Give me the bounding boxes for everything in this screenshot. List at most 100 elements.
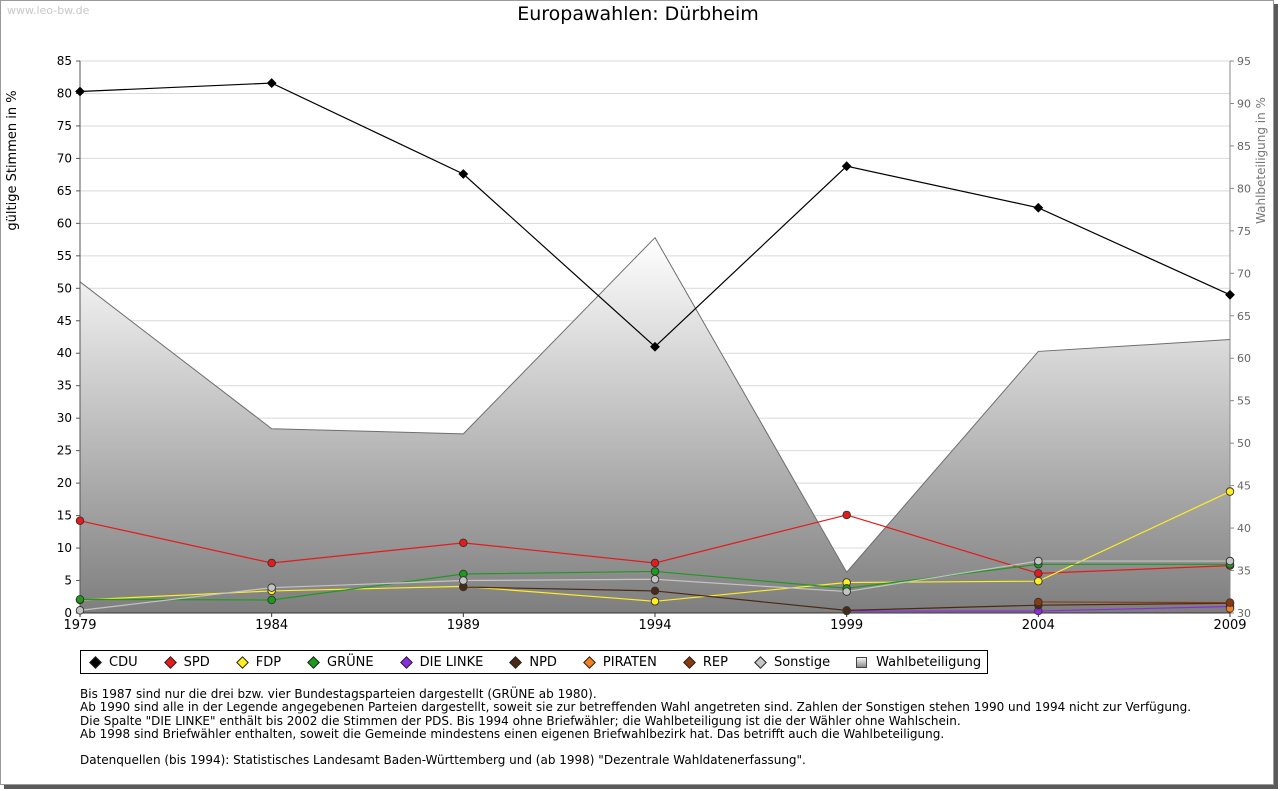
turnout-area (80, 237, 1230, 613)
y2-tick-label: 30 (1237, 607, 1251, 620)
data-point-gr-ne (75, 595, 85, 604)
watermark: www.leo-bw.de (7, 4, 90, 17)
y-tick-label: 85 (57, 54, 72, 68)
legend-label: NPD (529, 654, 557, 670)
data-point-cdu (75, 86, 85, 97)
legend-label: Sonstige (773, 654, 831, 670)
legend-marker (856, 656, 868, 668)
note-line: Ab 1990 sind alle in der Legende angegeb… (80, 700, 1192, 715)
y-tick-label: 80 (57, 86, 72, 100)
y2-tick-label: 70 (1237, 267, 1251, 280)
y-tick-label: 65 (57, 184, 72, 198)
data-point-cdu (1033, 202, 1044, 213)
legend-marker (509, 655, 523, 669)
turnout-line (79, 236, 1231, 574)
data-point-spd (267, 558, 276, 568)
y2-tick-label: 35 (1237, 565, 1251, 578)
x-tick-label: 1979 (63, 618, 96, 633)
y2-axis-label: Wahlbeteiligung in % (1254, 97, 1268, 224)
data-point-sonstige (459, 576, 468, 585)
x-tick-label: 1994 (638, 618, 671, 633)
note-line: Die Spalte "DIE LINKE" enthält bis 2002 … (80, 713, 961, 728)
legend-marker (307, 655, 320, 669)
note-line: Ab 1998 sind Briefwähler enthalten, sowe… (80, 726, 945, 741)
legend-marker (683, 655, 696, 669)
data-point-fdp (1225, 487, 1235, 496)
note-line: Bis 1987 sind nur die drei bzw. vier Bun… (80, 687, 597, 701)
legend-item-fdp: FDP (232, 655, 281, 670)
x-tick-label: 2004 (1022, 618, 1055, 633)
data-point-gr-ne (650, 567, 660, 576)
data-point-sonstige (267, 583, 276, 592)
legend-item-gr-ne: GRÜNE (303, 655, 374, 670)
y2-tick-label: 55 (1237, 395, 1251, 408)
legend-marker (754, 655, 767, 669)
y-tick-label: 45 (57, 314, 72, 328)
legend-marker (89, 655, 102, 669)
chart-plot: 0 5 10 15 20 25 30 35 40 45 50 55 60 65 70 75 80 85 30 35 40… (5, 54, 1268, 633)
data-point-fdp (650, 597, 660, 606)
data-point-sonstige (75, 606, 85, 615)
data-point-sonstige (842, 587, 851, 596)
data-point-cdu (841, 161, 852, 172)
y2-tick-label: 90 (1237, 97, 1251, 110)
legend-label: CDU (109, 654, 138, 670)
y-tick-label: 0 (64, 606, 72, 620)
legend-item-rep: REP (679, 655, 728, 670)
legend-label: DIE LINKE (419, 654, 484, 670)
data-point-sonstige (1225, 556, 1235, 566)
legend-item-piraten: PIRATEN (579, 655, 657, 670)
data-point-sonstige (650, 574, 660, 584)
y2-tick-label: 60 (1237, 352, 1251, 365)
legend-label: SPD (183, 654, 210, 670)
legend-item-spd: SPD (160, 655, 210, 670)
y-tick-label: 75 (57, 119, 72, 133)
y2-tick-label: 85 (1237, 140, 1251, 153)
source-note: Datenquellen (bis 1994): Statistisches L… (80, 753, 806, 768)
data-point-spd (75, 516, 85, 526)
chart-legend: CDU SPD FDP GRÜNE DIE LINKE NPD PIRATEN REP Sons… (80, 650, 989, 674)
y2-tick-label: 80 (1237, 182, 1251, 195)
y-tick-label: 35 (57, 379, 72, 393)
legend-marker (235, 655, 249, 669)
data-point-rep (1225, 598, 1235, 607)
x-tick-label: 2009 (1213, 618, 1246, 633)
data-point-sonstige (1034, 556, 1043, 566)
legend-label: FDP (255, 654, 282, 670)
legend-label: Wahlbeteiligung (876, 654, 982, 670)
legend-item-wahlbeteiligung: Wahlbeteiligung (852, 655, 981, 670)
y-tick-label: 55 (57, 249, 72, 263)
legend-label: PIRATEN (602, 654, 657, 670)
legend-marker (399, 655, 413, 669)
data-point-cdu (650, 341, 660, 352)
data-point-spd (1034, 569, 1043, 578)
legend-item-npd: NPD (505, 655, 557, 670)
y-tick-label: 50 (57, 281, 72, 295)
x-tick-label: 1984 (255, 618, 288, 633)
x-tick-label: 1989 (447, 618, 480, 633)
legend-marker (583, 655, 596, 669)
data-point-spd (842, 510, 851, 520)
y-tick-label: 20 (57, 476, 72, 490)
y-tick-label: 60 (57, 216, 72, 230)
y-tick-label: 10 (57, 541, 72, 555)
data-point-cdu (1225, 289, 1235, 300)
data-point-fdp (1034, 576, 1043, 586)
data-point-spd (650, 558, 660, 568)
y-tick-label: 40 (57, 346, 72, 360)
y-tick-label: 5 (64, 574, 72, 588)
y2-tick-label: 65 (1237, 310, 1251, 323)
y2-tick-label: 40 (1237, 522, 1251, 535)
data-point-rep (1034, 597, 1043, 607)
y2-tick-label: 45 (1237, 480, 1251, 493)
y-tick-label: 25 (57, 444, 72, 458)
legend-item-cdu: CDU (85, 655, 138, 670)
legend-item-die-linke: DIE LINKE (396, 654, 484, 670)
y-axis-label: gültige Stimmen in % (5, 90, 20, 230)
y2-tick-label: 50 (1237, 437, 1251, 450)
y-tick-label: 15 (57, 509, 72, 523)
legend-label: GRÜNE (327, 654, 374, 670)
data-point-cdu (266, 78, 277, 88)
legend-label: REP (702, 654, 728, 670)
notes-block: Bis 1987 sind nur die drei bzw. vier Bun… (80, 687, 1192, 768)
